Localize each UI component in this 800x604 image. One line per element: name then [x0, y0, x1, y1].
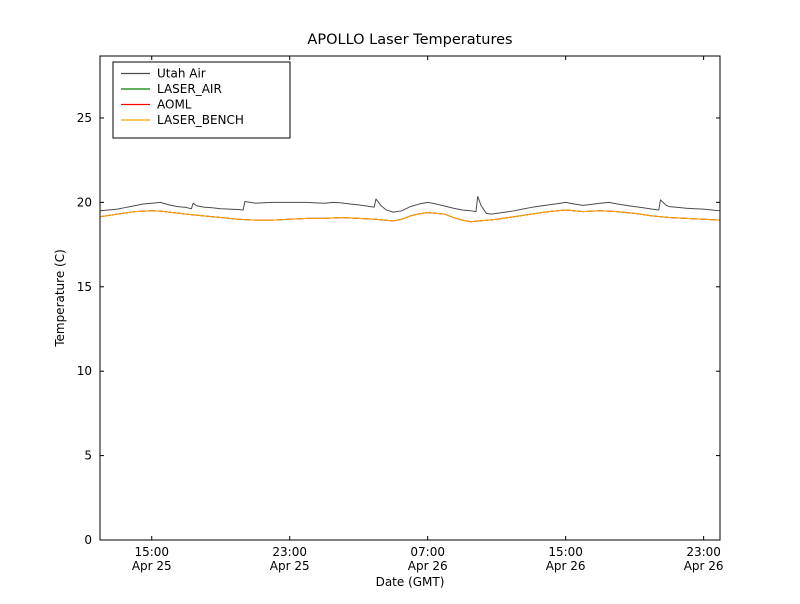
plot-frame — [99, 55, 721, 541]
y-axis-label: Temperature (C) — [53, 249, 67, 348]
y-tick-label: 20 — [77, 195, 92, 209]
x-tick-label-date: Apr 26 — [684, 559, 724, 573]
y-tick-label: 10 — [77, 364, 92, 378]
legend-label-laser-bench: LASER_BENCH — [157, 113, 244, 127]
legend-entry: Utah Air — [121, 67, 206, 81]
series-line-laser-bench — [99, 209, 721, 223]
legend: Utah Air LASER_AIR AOML LASER_BENCH — [112, 61, 291, 139]
legend-entry: LASER_AIR — [121, 82, 222, 96]
legend-entry: AOML — [121, 98, 192, 112]
x-tick-label-date: Apr 25 — [132, 559, 172, 573]
x-tick-label-time: 15:00 — [548, 545, 583, 559]
x-tick-label-date: Apr 26 — [546, 559, 586, 573]
legend-label-laser-air: LASER_AIR — [157, 82, 222, 96]
x-axis-label: Date (GMT) — [376, 575, 445, 589]
legend-box — [112, 61, 291, 139]
chart-title: APOLLO Laser Temperatures — [307, 32, 512, 48]
legend-label-utah-air: Utah Air — [157, 67, 206, 81]
x-tick-label-date: Apr 25 — [270, 559, 310, 573]
legend-label-aoml: AOML — [157, 98, 192, 112]
y-tick-label: 25 — [77, 111, 92, 125]
x-tick-label-time: 23:00 — [272, 545, 307, 559]
x-tick-label-time: 23:00 — [686, 545, 721, 559]
y-tick-label: 0 — [84, 533, 92, 547]
x-tick-label-time: 15:00 — [134, 545, 169, 559]
legend-entry: LASER_BENCH — [121, 113, 244, 127]
y-tick-label: 5 — [84, 449, 92, 463]
x-tick-label-date: Apr 26 — [408, 559, 448, 573]
x-tick-label-time: 07:00 — [410, 545, 445, 559]
y-tick-label: 15 — [77, 280, 92, 294]
series-line-utah-air — [99, 195, 721, 215]
